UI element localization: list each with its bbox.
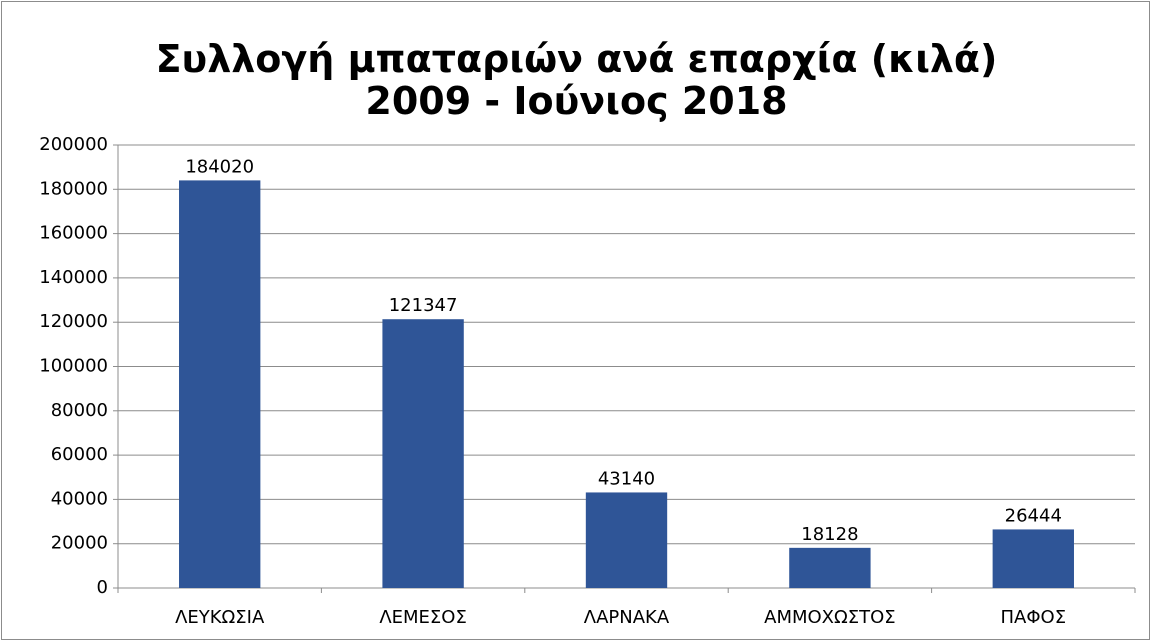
y-tick-label: 180000 xyxy=(39,178,108,199)
data-label: 121347 xyxy=(389,295,458,316)
y-tick-label: 100000 xyxy=(39,356,108,377)
y-tick-label: 40000 xyxy=(51,488,108,509)
y-tick-label: 80000 xyxy=(51,400,108,421)
y-tick-label: 0 xyxy=(97,577,108,598)
x-tick-label: ΛΑΡΝΑΚΑ xyxy=(584,607,670,628)
bar xyxy=(585,492,668,588)
x-tick-label: ΛΕΜΕΣΟΣ xyxy=(379,607,467,628)
y-tick-label: 160000 xyxy=(39,223,108,244)
bar xyxy=(382,319,464,588)
x-tick-label: ΛΕΥΚΩΣΙΑ xyxy=(175,607,265,628)
y-tick-label: 60000 xyxy=(51,444,108,465)
bar xyxy=(179,180,261,589)
bar xyxy=(789,547,871,588)
x-tick-label: ΑΜΜΟΧΩΣΤΟΣ xyxy=(764,607,896,628)
bar xyxy=(992,529,1074,588)
data-label: 18128 xyxy=(801,524,858,545)
y-tick-label: 120000 xyxy=(39,311,108,332)
y-tick-label: 20000 xyxy=(51,533,108,554)
x-tick-label: ΠΑΦΟΣ xyxy=(1001,607,1067,628)
chart-title: Συλλογή μπαταριών ανά επαρχία (κιλά) 200… xyxy=(155,37,998,123)
y-tick-label: 140000 xyxy=(39,267,108,288)
data-label: 184020 xyxy=(185,156,254,177)
data-label: 26444 xyxy=(1005,505,1062,526)
y-tick-label: 200000 xyxy=(39,134,108,155)
data-label: 43140 xyxy=(598,468,655,489)
